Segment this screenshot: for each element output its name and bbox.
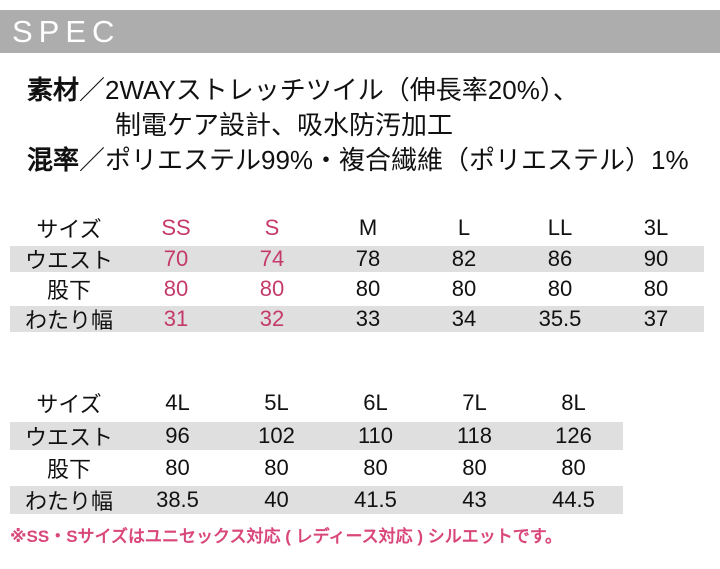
size-header-row: サイズ SS S M L LL 3L bbox=[10, 214, 704, 242]
size-col-7l: 7L bbox=[462, 390, 487, 415]
row-label-thigh: わたり幅 bbox=[24, 308, 113, 333]
size-col-m: M bbox=[358, 215, 378, 240]
row2-label-waist: ウエスト bbox=[24, 425, 113, 450]
waist-5l: 102 bbox=[258, 423, 295, 448]
waist-l: 82 bbox=[451, 246, 477, 271]
inseam-4l: 80 bbox=[165, 455, 190, 480]
waist-4l: 96 bbox=[165, 423, 190, 448]
size-col-8l: 8L bbox=[561, 390, 586, 415]
inseam-s: 80 bbox=[259, 276, 285, 301]
size-header-row-2: サイズ 4L 5L 6L 7L 8L bbox=[10, 388, 623, 418]
waist-ss: 70 bbox=[163, 246, 189, 271]
blend-text: ／ポリエステル99%・複合繊維（ポリエステル）1% bbox=[79, 145, 689, 175]
inseam-3l: 80 bbox=[643, 276, 669, 301]
thigh-l: 34 bbox=[451, 306, 477, 331]
spec-title: SPEC bbox=[12, 13, 121, 49]
size-footnote: ※SS・Sサイズはユニセックス対応 ( レディース対応 ) シルエットです。 bbox=[10, 527, 562, 546]
inseam-ss: 80 bbox=[163, 276, 189, 301]
size-table-ss-3l: サイズ SS S M L LL 3L ウエスト 70 74 78 82 86 9… bbox=[10, 214, 704, 336]
thigh-4l: 38.5 bbox=[156, 487, 199, 512]
size-col-5l: 5L bbox=[264, 390, 289, 415]
size-col-l: L bbox=[457, 215, 471, 240]
row-label-waist: ウエスト bbox=[24, 248, 113, 273]
inseam-6l: 80 bbox=[363, 455, 388, 480]
table-row-thigh: わたり幅 31 32 33 34 35.5 37 bbox=[10, 306, 704, 333]
inseam-ll: 80 bbox=[547, 276, 573, 301]
waist-m: 78 bbox=[355, 246, 381, 271]
size-col-ss: SS bbox=[161, 215, 191, 240]
size-col-ll: LL bbox=[547, 215, 573, 240]
table2-row-waist: ウエスト 96 102 110 118 126 bbox=[10, 422, 623, 450]
waist-s: 74 bbox=[259, 246, 285, 271]
thigh-s: 32 bbox=[259, 306, 285, 331]
size-header-label: サイズ bbox=[36, 217, 102, 242]
waist-7l: 118 bbox=[456, 423, 493, 448]
inseam-5l: 80 bbox=[264, 455, 289, 480]
size-table-4l-8l: サイズ 4L 5L 6L 7L 8L ウエスト 96 102 110 118 1… bbox=[10, 388, 623, 518]
inseam-7l: 80 bbox=[462, 455, 487, 480]
row2-label-thigh: わたり幅 bbox=[24, 489, 113, 514]
thigh-5l: 40 bbox=[264, 487, 289, 512]
table2-row-thigh: わたり幅 38.5 40 41.5 43 44.5 bbox=[10, 486, 623, 514]
size-col-3l: 3L bbox=[643, 215, 669, 240]
waist-8l: 126 bbox=[555, 423, 592, 448]
blend-line: 混率／ポリエステル99%・複合繊維（ポリエステル）1% bbox=[27, 143, 689, 178]
material-label: 素材 bbox=[27, 75, 80, 105]
thigh-3l: 37 bbox=[643, 306, 669, 331]
size-col-6l: 6L bbox=[363, 390, 388, 415]
table2-row-inseam: 股下 80 80 80 80 80 bbox=[10, 454, 623, 482]
waist-6l: 110 bbox=[357, 423, 394, 448]
spec-header-bar: SPEC bbox=[0, 10, 720, 53]
size-col-s: S bbox=[264, 215, 280, 240]
blend-label: 混率 bbox=[27, 145, 80, 175]
material-info: 素材／2WAYストレッチツイル（伸長率20%）、 制電ケア設計、吸水防汚加工 混… bbox=[27, 73, 689, 178]
thigh-8l: 44.5 bbox=[552, 487, 595, 512]
material-line-1: 素材／2WAYストレッチツイル（伸長率20%）、 bbox=[27, 73, 689, 108]
table-row-waist: ウエスト 70 74 78 82 86 90 bbox=[10, 246, 704, 273]
size-col-4l: 4L bbox=[165, 390, 190, 415]
waist-ll: 86 bbox=[547, 246, 573, 271]
waist-3l: 90 bbox=[643, 246, 669, 271]
inseam-8l: 80 bbox=[561, 455, 586, 480]
inseam-m: 80 bbox=[355, 276, 381, 301]
thigh-ll: 35.5 bbox=[538, 306, 582, 331]
inseam-l: 80 bbox=[451, 276, 477, 301]
thigh-m: 33 bbox=[355, 306, 381, 331]
thigh-ss: 31 bbox=[163, 306, 189, 331]
material-text: ／2WAYストレッチツイル（伸長率20%）、 bbox=[79, 75, 579, 105]
row-label-inseam: 股下 bbox=[46, 278, 91, 303]
size-header-label-2: サイズ bbox=[36, 392, 102, 417]
material-line-2: 制電ケア設計、吸水防汚加工 bbox=[115, 110, 454, 140]
thigh-6l: 41.5 bbox=[354, 487, 397, 512]
thigh-7l: 43 bbox=[462, 487, 487, 512]
table-row-inseam: 股下 80 80 80 80 80 80 bbox=[10, 276, 704, 303]
row2-label-inseam: 股下 bbox=[46, 457, 91, 482]
